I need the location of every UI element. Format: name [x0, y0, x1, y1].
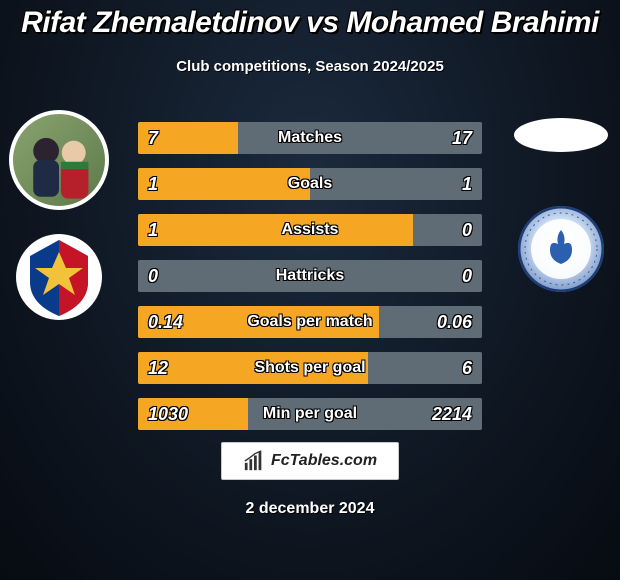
stat-value-left: 12 [138, 352, 178, 384]
stat-value-left: 0.14 [138, 306, 193, 338]
player-photo-left [9, 110, 109, 210]
date-label: 2 december 2024 [0, 500, 620, 518]
content-root: Rifat Zhemaletdinov vs Mohamed Brahimi C… [0, 0, 620, 580]
player-photo-illustration [13, 110, 105, 210]
stat-row: Goals per match0.140.06 [138, 306, 482, 338]
watermark-label: FcTables.com [271, 452, 377, 470]
stat-value-left: 1030 [138, 398, 198, 430]
stat-row: Hattricks0 0 [138, 260, 482, 292]
stat-value-right: 2214 [422, 398, 482, 430]
club-badge-right-icon [518, 206, 604, 292]
watermark: FcTables.com [221, 442, 399, 480]
stat-value-right: 0.06 [427, 306, 482, 338]
club-badge-right [518, 206, 604, 292]
badges-right-column [506, 110, 616, 292]
stat-label: Goals [138, 168, 482, 200]
stat-label: Shots per goal [138, 352, 482, 384]
stat-value-left: 1 [138, 214, 168, 246]
stats-bars: Matches717Goals11Assists10Hattricks00Goa… [138, 122, 482, 430]
player-photo-right-placeholder [514, 118, 608, 152]
stat-row: Min per goal10302214 [138, 398, 482, 430]
club-badge-left [16, 234, 102, 320]
club-badge-left-icon [16, 234, 102, 320]
stat-label: Assists [138, 214, 482, 246]
stat-label: Hattricks [138, 260, 482, 292]
stat-value-left: 1 [138, 168, 168, 200]
badges-left-column [4, 110, 114, 320]
stat-value-right: 0 [452, 214, 482, 246]
stat-row: Goals1 1 [138, 168, 482, 200]
chart-icon [243, 450, 265, 472]
subtitle: Club competitions, Season 2024/2025 [0, 58, 620, 75]
stat-value-right: 0 [452, 260, 482, 292]
stat-value-right: 17 [442, 122, 482, 154]
stat-value-left: 0 [138, 260, 168, 292]
stat-label: Matches [138, 122, 482, 154]
stat-row: Assists1 0 [138, 214, 482, 246]
page-title: Rifat Zhemaletdinov vs Mohamed Brahimi [0, 0, 620, 40]
stat-row: Matches7 17 [138, 122, 482, 154]
stat-value-right: 6 [452, 352, 482, 384]
stat-value-left: 7 [138, 122, 168, 154]
stat-row: Shots per goal12 6 [138, 352, 482, 384]
stat-value-right: 1 [452, 168, 482, 200]
